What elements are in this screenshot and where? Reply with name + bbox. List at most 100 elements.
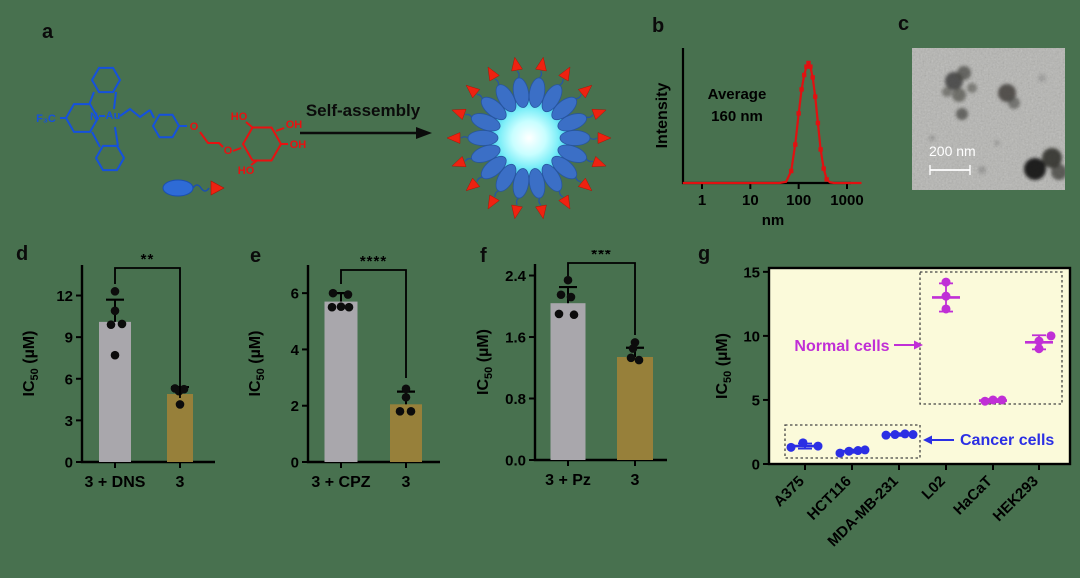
- linker-squiggle: [585, 158, 594, 163]
- svg-text:0: 0: [291, 455, 299, 472]
- data-point: [328, 288, 338, 298]
- petal: [480, 96, 507, 121]
- data-point: [1034, 344, 1044, 354]
- category-label: L02: [919, 473, 949, 503]
- self-assembly-label: Self-assembly: [306, 101, 421, 120]
- glycan-triangle: [558, 66, 571, 82]
- bar-series-1: 3: [390, 384, 422, 491]
- linker-squiggle: [538, 197, 542, 206]
- svg-text:5: 5: [752, 392, 760, 409]
- linker-squiggle: [494, 190, 499, 197]
- data-point: [344, 302, 354, 312]
- glycan-triangle: [511, 204, 523, 220]
- linker-squiggle: [558, 190, 564, 198]
- data-point: [941, 304, 951, 314]
- curve-marker: [824, 177, 829, 182]
- significance-stars: **: [141, 251, 155, 268]
- curve-marker: [808, 64, 813, 69]
- glycan-triangle: [597, 132, 612, 144]
- panel-c-label: c: [898, 13, 910, 35]
- shell: [446, 56, 612, 220]
- o1-atom-label: O: [190, 121, 199, 133]
- svg-text:2.4: 2.4: [505, 268, 527, 285]
- data-point: [401, 392, 411, 402]
- left-arrow-icon: [923, 435, 932, 445]
- micelle-core: [487, 96, 571, 180]
- y-axis-label: IC50 (µM): [475, 329, 495, 395]
- data-point: [997, 395, 1007, 405]
- linker-squiggle: [539, 70, 543, 79]
- y-axis-label: Intensity: [655, 83, 671, 149]
- curve-marker: [810, 75, 815, 80]
- dls-size-distribution-chart: 1 10 100 1000 nm Intensity Average 160 nm: [655, 48, 864, 229]
- oh2-label: OH: [290, 139, 307, 151]
- bar: [550, 303, 586, 460]
- data-point: [110, 287, 120, 296]
- svg-text:100: 100: [786, 192, 811, 209]
- curve-marker: [818, 147, 823, 152]
- axes: 1 10 100 1000 nm: [681, 48, 864, 229]
- linker-squiggle: [589, 137, 598, 140]
- bar: [324, 301, 358, 462]
- ic50-bar-chart-dns: 0 3 6 9 12 3 + DNS 3 ** IC50 (µM): [21, 251, 215, 491]
- curve-marker: [806, 60, 811, 66]
- ho-top-label: HO: [231, 111, 248, 123]
- data-point: [860, 445, 870, 455]
- glycan-triangle: [558, 194, 571, 210]
- glycan-triangle: [451, 155, 467, 168]
- data-point: [1046, 331, 1056, 341]
- data-point: [890, 430, 900, 440]
- significance-bracket: ****: [340, 253, 407, 378]
- petal: [528, 77, 546, 108]
- data-point: [563, 275, 573, 285]
- svg-text:3: 3: [65, 413, 73, 430]
- cancer-box: [784, 424, 921, 459]
- curve-marker: [815, 120, 821, 126]
- svg-text:1.6: 1.6: [505, 330, 526, 347]
- y-axis-label: IC50 (µM): [714, 333, 734, 399]
- scale-bar-label: 200 nm: [929, 143, 976, 159]
- petal: [551, 96, 578, 121]
- distribution-curve: [682, 60, 862, 185]
- n-atom-label: N: [90, 111, 98, 123]
- significance-stars: ****: [360, 253, 387, 270]
- data-point: [566, 292, 576, 302]
- curve-marker: [801, 72, 807, 78]
- data-point: [988, 395, 998, 405]
- linker-squiggle: [494, 78, 500, 86]
- data-point: [634, 355, 644, 365]
- data-point: [813, 441, 823, 451]
- scale-bar: 200 nm: [929, 143, 976, 175]
- curve-marker: [793, 142, 798, 147]
- linker-squiggle: [464, 157, 472, 162]
- linker-squiggle: [476, 93, 483, 99]
- x-axis-label: nm: [762, 212, 785, 229]
- metal-complex-skeleton: [60, 66, 187, 172]
- svg-text:10: 10: [742, 192, 759, 209]
- y-axis-label: IC50 (µM): [21, 331, 41, 397]
- category-label: HaCaT: [950, 473, 996, 519]
- glycan-triangle: [511, 56, 523, 72]
- glycan-triangle-icon: [210, 180, 225, 196]
- bar-series-1: 3: [617, 338, 653, 489]
- hydrophobic-head-icon: [162, 179, 194, 197]
- panel-a-label: a: [42, 21, 54, 43]
- data-point: [569, 310, 579, 320]
- cancer-group-box: [784, 424, 921, 459]
- core: [487, 96, 571, 180]
- category-label: 3: [631, 472, 640, 489]
- significance-bracket: ***: [567, 250, 636, 335]
- bar-series-1: 3: [167, 384, 193, 491]
- linker-squiggle-icon: [192, 184, 210, 192]
- category-label: 3 + DNS: [85, 474, 146, 491]
- svg-text:0: 0: [65, 455, 73, 472]
- svg-text:1: 1: [698, 192, 706, 209]
- svg-text:6: 6: [65, 371, 73, 388]
- category-label: 3 + CPZ: [311, 474, 370, 491]
- data-point: [628, 344, 638, 353]
- ho-bottom-label: HO: [238, 165, 255, 177]
- glycan-skeleton: [199, 121, 288, 166]
- data-point: [900, 429, 910, 439]
- curve-marker: [813, 94, 818, 99]
